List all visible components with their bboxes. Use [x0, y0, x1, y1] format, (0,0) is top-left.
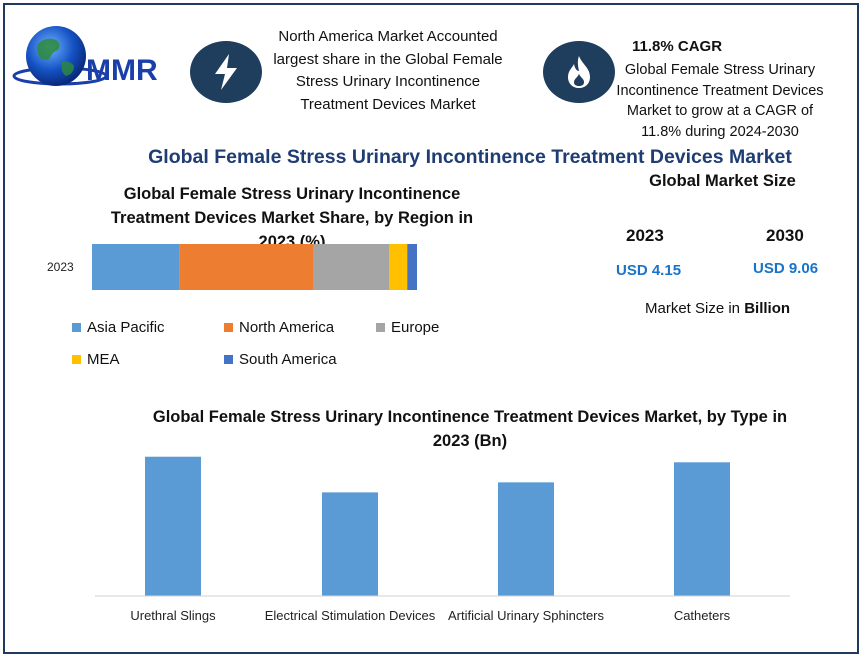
flame-icon: [543, 41, 615, 103]
legend-item-europe: Europe: [376, 319, 439, 336]
lightning-icon: [190, 41, 262, 103]
region-share-chart: 2023: [47, 244, 417, 290]
unit-prefix: Market Size in: [644, 300, 745, 317]
legend-item-north-america: North America: [224, 319, 334, 336]
main-title: Global Female Stress Urinary Incontinenc…: [148, 146, 792, 168]
value-2023: USD 4.15: [616, 262, 682, 279]
year-2023-label: 2023: [626, 226, 664, 245]
type-category-label: Electrical Stimulation Devices: [265, 608, 436, 623]
year-2030-label: 2030: [766, 226, 804, 245]
legend-swatch: [224, 323, 233, 332]
legend-swatch: [72, 355, 81, 364]
region-category-label: 2023: [47, 260, 74, 274]
logo-text: MMR: [86, 54, 158, 87]
page-frame: [3, 3, 859, 654]
market-size-unit: Market Size in Billion: [600, 300, 835, 317]
region-bar-south-america: [407, 244, 417, 290]
type-bar-electrical-stimulation-devices: [322, 492, 378, 596]
legend-label: South America: [239, 351, 337, 368]
type-chart-title: Global Female Stress Urinary Incontinenc…: [152, 408, 788, 450]
legend-swatch: [72, 323, 81, 332]
region-bar-asia-pacific: [92, 244, 180, 290]
type-category-label: Catheters: [674, 608, 731, 623]
value-2030: USD 9.06: [753, 260, 819, 277]
type-bar-chart: Urethral Slings Electrical Stimulation De…: [95, 456, 790, 623]
mmr-logo: MMR: [12, 22, 172, 94]
legend-label: North America: [239, 319, 335, 336]
type-bar-urethral-slings: [145, 456, 201, 596]
type-bar-catheters: [674, 462, 730, 596]
legend-label: Europe: [391, 319, 440, 336]
legend-item-mea: MEA: [72, 351, 120, 368]
region-highlight-text: North America Market Accounted largest s…: [273, 28, 503, 113]
legend-label: MEA: [87, 351, 120, 368]
region-bar-europe: [313, 244, 390, 290]
legend-item-asia-pacific: Asia Pacific: [72, 319, 165, 336]
type-bar-artificial-urinary-sphincters: [498, 482, 554, 596]
legend-swatch: [376, 323, 385, 332]
cagr-title: 11.8% CAGR: [632, 38, 723, 55]
region-chart-title: Global Female Stress Urinary Incontinenc…: [110, 185, 474, 251]
region-bar-north-america: [179, 244, 313, 290]
region-bar-mea: [389, 244, 408, 290]
market-size-title: Global Market Size: [649, 172, 796, 190]
cagr-text: Global Female Stress Urinary Incontinenc…: [616, 62, 824, 140]
legend-item-south-america: South America: [224, 351, 337, 368]
legend-label: Asia Pacific: [87, 319, 165, 336]
type-category-label: Artificial Urinary Sphincters: [448, 608, 605, 623]
type-category-label: Urethral Slings: [130, 608, 216, 623]
legend-swatch: [224, 355, 233, 364]
unit-bold: Billion: [744, 300, 791, 317]
